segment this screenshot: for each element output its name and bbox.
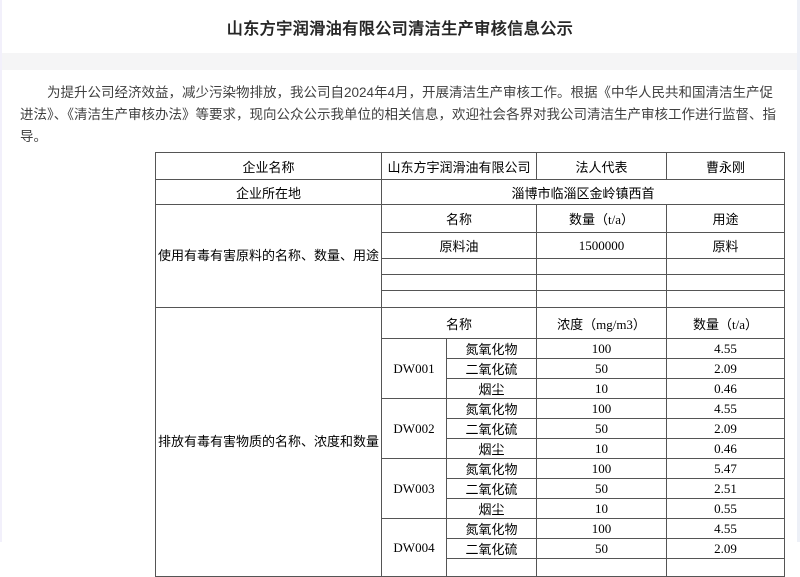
empty-cell xyxy=(666,258,786,275)
table-row-empty xyxy=(156,290,786,308)
material-usage: 原料 xyxy=(666,232,786,259)
table-row: 烟尘 10 0.46 xyxy=(156,438,786,459)
table-row: DW004 氮氧化物 100 4.55 xyxy=(156,518,786,577)
pollutant-quantity: 2.09 xyxy=(666,358,786,379)
outlet-code: DW001 xyxy=(381,338,448,399)
pollutant-quantity: 4.55 xyxy=(666,338,786,359)
pollutant-quantity: 2.09 xyxy=(666,418,786,439)
emissions-header-name: 名称 xyxy=(381,307,538,339)
empty-cell xyxy=(536,558,668,577)
outlet-code: DW002 xyxy=(381,398,448,459)
pollutant-concentration: 50 xyxy=(536,418,668,439)
header-divider-band xyxy=(0,53,800,70)
pollutant-concentration: 100 xyxy=(536,458,668,479)
empty-cell xyxy=(381,290,538,308)
pollutant-concentration: 100 xyxy=(536,398,668,419)
page-title: 山东方宇润滑油有限公司清洁生产审核信息公示 xyxy=(226,21,574,38)
table-row: 企业所在地 淄博市临淄区金岭镇西首 xyxy=(154,179,786,205)
empty-cell xyxy=(536,274,668,291)
pollutant-concentration: 10 xyxy=(536,438,668,459)
pollutant-quantity: 0.46 xyxy=(666,438,786,459)
table-row: 二氧化硫 50 2.09 xyxy=(156,358,786,379)
materials-header-name: 名称 xyxy=(381,204,538,233)
outlet-code: DW004 xyxy=(381,518,448,577)
pollutant-name: 氮氧化物 xyxy=(446,518,538,539)
window-left-edge xyxy=(0,0,2,542)
legal-rep-value: 曹永刚 xyxy=(666,152,786,180)
pollutant-name: 烟尘 xyxy=(446,498,538,519)
empty-cell xyxy=(666,558,786,577)
pollutant-concentration: 100 xyxy=(536,338,668,359)
pollutant-name: 二氧化硫 xyxy=(446,358,538,379)
table-row: 原料油 1500000 原料 xyxy=(156,232,786,259)
table-row: 使用有毒有害原料的名称、数量、用途 名称 数量（t/a） 用途 xyxy=(154,204,786,308)
location-label: 企业所在地 xyxy=(154,179,383,205)
pollutant-name: 烟尘 xyxy=(446,438,538,459)
pollutant-name: 氮氧化物 xyxy=(446,398,538,419)
table-row: 烟尘 10 0.46 xyxy=(156,378,786,399)
empty-cell xyxy=(446,558,538,577)
pollutant-name: 氮氧化物 xyxy=(446,338,538,359)
emissions-header-quantity: 数量（t/a） xyxy=(666,307,786,339)
disclosure-table: 企业名称 山东方宇润滑油有限公司 法人代表 曹永刚 企业所在地 淄博市临淄区金岭… xyxy=(154,152,786,577)
outlet-code: DW003 xyxy=(381,458,448,519)
emissions-section-label: 排放有毒有害物质的名称、浓度和数量 xyxy=(154,307,383,577)
materials-header-usage: 用途 xyxy=(666,204,786,233)
pollutant-quantity: 0.46 xyxy=(666,378,786,399)
table-row-empty xyxy=(156,258,786,275)
legal-rep-label: 法人代表 xyxy=(536,152,668,180)
pollutant-quantity: 2.51 xyxy=(666,478,786,499)
pollutant-concentration: 50 xyxy=(536,358,668,379)
pollutant-quantity: 5.47 xyxy=(666,458,786,479)
location-value: 淄博市临淄区金岭镇西首 xyxy=(381,179,786,205)
empty-cell xyxy=(536,258,668,275)
pollutant-concentration: 10 xyxy=(536,378,668,399)
table-row: 企业名称 山东方宇润滑油有限公司 法人代表 曹永刚 xyxy=(154,152,786,180)
pollutant-concentration: 50 xyxy=(536,478,668,499)
pollutant-quantity: 4.55 xyxy=(666,518,786,539)
company-name-label: 企业名称 xyxy=(154,152,383,180)
table-row-empty xyxy=(156,274,786,291)
intro-paragraph: 为提升公司经济效益，减少污染物排放，我公司自2024年4月，开展清洁生产审核工作… xyxy=(20,85,776,144)
pollutant-concentration: 10 xyxy=(536,498,668,519)
page-header: 山东方宇润滑油有限公司清洁生产审核信息公示 xyxy=(0,0,800,53)
pollutant-name: 氮氧化物 xyxy=(446,458,538,479)
table-row: 排放有毒有害物质的名称、浓度和数量 名称 浓度（mg/m3） 数量（t/a） xyxy=(154,307,786,577)
materials-section-label: 使用有毒有害原料的名称、数量、用途 xyxy=(154,204,383,308)
empty-cell xyxy=(536,290,668,308)
materials-header-quantity: 数量（t/a） xyxy=(536,204,668,233)
empty-cell xyxy=(381,274,538,291)
table-row: 二氧化硫 50 2.51 xyxy=(156,478,786,499)
empty-cell xyxy=(666,274,786,291)
company-name-value: 山东方宇润滑油有限公司 xyxy=(381,152,538,180)
pollutant-name: 烟尘 xyxy=(446,378,538,399)
pollutant-quantity: 4.55 xyxy=(666,398,786,419)
window-right-edge xyxy=(797,0,800,542)
pollutant-quantity: 0.55 xyxy=(666,498,786,519)
pollutant-name: 二氧化硫 xyxy=(446,478,538,499)
empty-cell xyxy=(666,290,786,308)
pollutant-concentration: 100 xyxy=(536,518,668,539)
material-name: 原料油 xyxy=(381,232,538,259)
pollutant-name: 二氧化硫 xyxy=(446,418,538,439)
emissions-header-concentration: 浓度（mg/m3） xyxy=(536,307,668,339)
material-quantity: 1500000 xyxy=(536,232,668,259)
empty-cell xyxy=(381,258,538,275)
table-row: DW001 氮氧化物 100 4.55 xyxy=(156,338,786,399)
